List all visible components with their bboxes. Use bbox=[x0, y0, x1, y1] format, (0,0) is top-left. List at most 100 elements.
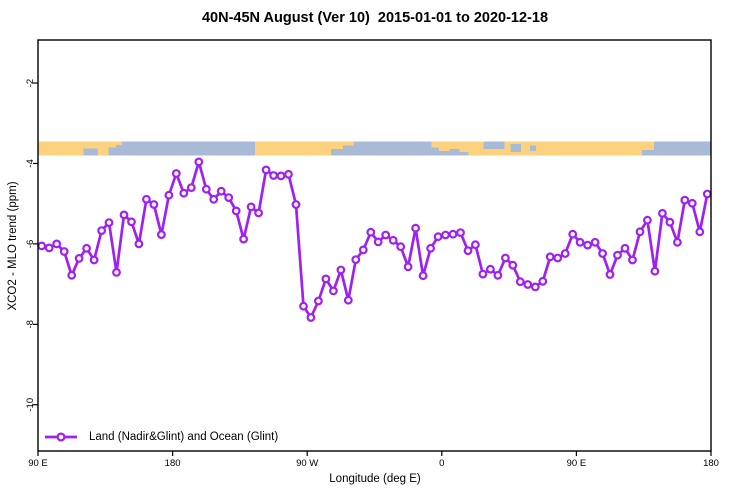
data-point bbox=[538, 276, 548, 286]
land-ocean-band-segment bbox=[83, 141, 98, 149]
data-point bbox=[620, 243, 630, 253]
data-point bbox=[104, 218, 114, 228]
data-point bbox=[164, 190, 174, 200]
land-ocean-band-segment bbox=[431, 147, 439, 156]
data-point bbox=[67, 270, 77, 280]
data-point bbox=[134, 239, 144, 249]
data-point bbox=[583, 240, 592, 250]
x-tick-label: 90 E bbox=[28, 458, 48, 469]
data-point bbox=[336, 265, 346, 275]
data-point bbox=[306, 313, 316, 322]
data-point bbox=[575, 237, 585, 247]
land-ocean-band-segment bbox=[504, 141, 511, 156]
data-point bbox=[201, 184, 211, 194]
legend: Land (Nadir&Glint) and Ocean (Glint) bbox=[44, 429, 278, 445]
data-point bbox=[590, 237, 600, 247]
data-point bbox=[695, 227, 705, 237]
land-ocean-band-segment bbox=[83, 148, 98, 156]
land-ocean-band-segment bbox=[654, 141, 711, 156]
data-point bbox=[186, 183, 196, 193]
land-ocean-band-segment bbox=[510, 141, 522, 145]
land-ocean-band-segment bbox=[115, 144, 122, 156]
data-point bbox=[628, 255, 637, 265]
data-point bbox=[373, 237, 383, 247]
data-point bbox=[530, 282, 540, 292]
data-point bbox=[97, 226, 106, 236]
legend-marker-icon bbox=[45, 432, 77, 442]
data-point bbox=[276, 171, 286, 181]
data-point bbox=[680, 195, 690, 205]
data-point bbox=[261, 165, 271, 175]
land-ocean-band-segment bbox=[642, 149, 655, 156]
data-point bbox=[471, 240, 480, 250]
data-point bbox=[321, 274, 331, 284]
land-ocean-band-segment bbox=[530, 145, 537, 152]
land-ocean-band-segment bbox=[438, 151, 450, 156]
land-ocean-band-segment bbox=[343, 141, 354, 146]
land-ocean-band-segment bbox=[121, 141, 255, 156]
data-point bbox=[605, 270, 615, 279]
data-point bbox=[112, 268, 121, 277]
data-point bbox=[673, 237, 682, 247]
land-ocean-band-segment bbox=[254, 141, 332, 156]
data-point bbox=[224, 193, 234, 203]
land-ocean-band-segment bbox=[483, 141, 505, 150]
data-point bbox=[463, 246, 473, 256]
data-point bbox=[441, 230, 450, 240]
land-ocean-band-segment bbox=[108, 141, 116, 148]
data-point bbox=[74, 253, 84, 263]
data-point bbox=[388, 235, 398, 245]
data-point bbox=[194, 157, 204, 167]
data-point bbox=[448, 229, 458, 239]
data-point bbox=[665, 217, 675, 227]
data-point bbox=[560, 249, 570, 258]
y-tick-label: -4 bbox=[25, 159, 36, 167]
x-tick-label: 180 bbox=[703, 458, 719, 469]
data-point bbox=[291, 200, 301, 209]
data-point bbox=[381, 230, 391, 240]
legend-label: Land (Nadir&Glint) and Ocean (Glint) bbox=[89, 431, 279, 443]
data-point bbox=[366, 227, 376, 237]
data-point bbox=[478, 269, 488, 279]
data-point bbox=[426, 243, 436, 253]
land-ocean-band-segment bbox=[530, 151, 537, 156]
data-point bbox=[284, 169, 293, 179]
data-point bbox=[44, 243, 54, 253]
x-axis-label: Longitude (deg E) bbox=[329, 473, 421, 485]
data-point bbox=[493, 270, 503, 280]
land-ocean-band-segment bbox=[38, 141, 84, 156]
land-ocean-band-segment bbox=[459, 141, 469, 152]
x-tick-label: 0 bbox=[439, 458, 444, 469]
x-tick-label: 90 W bbox=[296, 458, 318, 469]
data-point bbox=[358, 245, 368, 255]
land-ocean-band-segment bbox=[483, 149, 505, 156]
data-point bbox=[635, 227, 645, 237]
data-point bbox=[314, 296, 323, 306]
land-ocean-band-segment bbox=[331, 149, 344, 156]
y-tick-label: -8 bbox=[25, 320, 36, 328]
data-point bbox=[52, 239, 62, 249]
land-ocean-band-segment bbox=[97, 141, 109, 156]
data-point bbox=[486, 264, 495, 274]
land-ocean-band-segment bbox=[530, 141, 537, 146]
land-ocean-band-segment bbox=[331, 141, 344, 150]
data-point bbox=[411, 223, 421, 233]
y-tick-label: -2 bbox=[25, 79, 36, 87]
land-ocean-band-segment bbox=[510, 151, 522, 156]
data-point bbox=[156, 230, 166, 240]
data-point bbox=[59, 247, 69, 256]
land-ocean-band-segment bbox=[449, 149, 460, 156]
y-tick-label: -10 bbox=[25, 398, 36, 412]
data-point bbox=[141, 194, 151, 204]
data-point bbox=[553, 253, 563, 263]
data-point bbox=[239, 234, 249, 244]
land-ocean-band-segment bbox=[468, 141, 484, 156]
data-point bbox=[179, 188, 189, 198]
data-point bbox=[568, 229, 578, 239]
data-point bbox=[650, 266, 660, 276]
data-point bbox=[216, 186, 226, 196]
data-point bbox=[613, 250, 622, 260]
data-point bbox=[89, 255, 99, 265]
land-ocean-band-segment bbox=[521, 141, 531, 156]
